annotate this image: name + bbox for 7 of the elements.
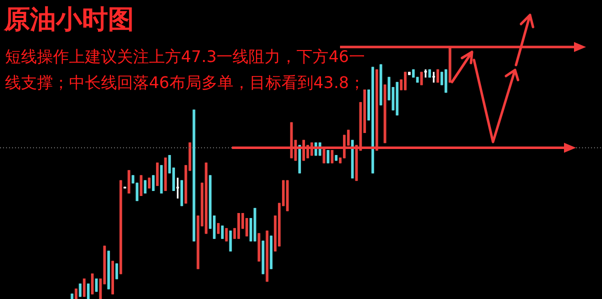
annotation: 短线操作上建议关注上方47.3一线阻力，下方46一线支撑；中长线回落46布局多单，目标看到43.8；	[5, 46, 366, 94]
chart-title: 原油小时图	[4, 4, 134, 37]
candlestick	[221, 226, 224, 239]
candlestick	[225, 228, 228, 242]
candlestick	[420, 72, 423, 86]
candlestick	[148, 178, 151, 188]
candlestick	[70, 294, 74, 299]
